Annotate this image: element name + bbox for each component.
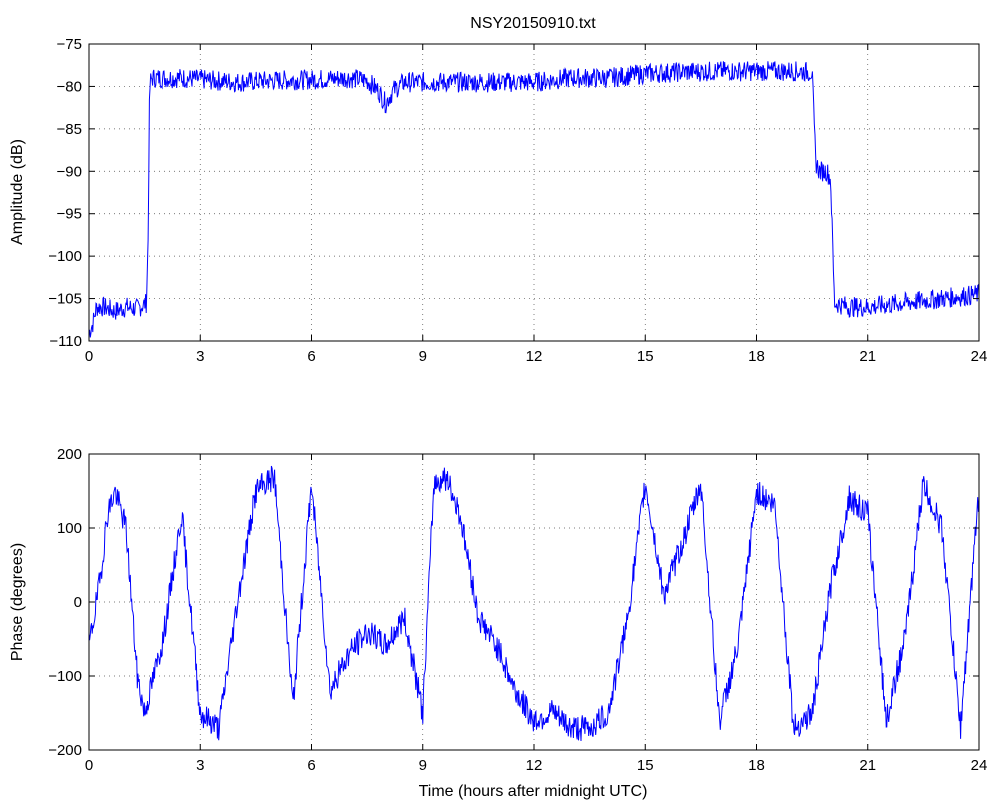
amplitude-x-tick-label: 9	[419, 348, 427, 365]
amplitude-y-tick-label: −85	[57, 121, 82, 138]
amplitude-x-tick-label: 3	[196, 348, 204, 365]
phase-ticks: 0 3 6 9 12 15 18 21 24 200 100 0 −100 −200	[48, 446, 987, 774]
phase-x-tick-label: 12	[526, 757, 543, 774]
phase-x-tick-label: 24	[971, 757, 988, 774]
phase-x-tick-label: 18	[748, 757, 765, 774]
amplitude-y-tick-label: −95	[57, 206, 82, 223]
amplitude-x-tick-label: 0	[85, 348, 93, 365]
amplitude-axes-frame	[88, 43, 980, 342]
top-chart-title: NSY20150910.txt	[470, 15, 596, 32]
phase-y-tick-label: 200	[57, 446, 82, 463]
phase-y-tick-label: 0	[74, 594, 82, 611]
amplitude-y-tick-label: −100	[48, 248, 82, 265]
phase-x-tick-label: 21	[859, 757, 876, 774]
phase-x-axis-label: Time (hours after midnight UTC)	[419, 783, 648, 800]
phase-grid	[89, 454, 979, 750]
amplitude-ticks: 0 3 6 9 12 15 18 21 24 −75 −80 −85 −90 −95 −100 −105 −11…	[48, 36, 987, 365]
phase-chart: 0 3 6 9 12 15 18 21 24 200 100 0 −100 −200 Phase (deg…	[9, 446, 987, 800]
amplitude-x-tick-label: 12	[526, 348, 543, 365]
amplitude-y-axis-label: Amplitude (dB)	[9, 139, 26, 245]
amplitude-chart: 0 3 6 9 12 15 18 21 24 −75 −80 −85 −90 −95 −100 −105 −11…	[9, 36, 987, 365]
amplitude-x-tick-label: 6	[307, 348, 315, 365]
amplitude-x-tick-label: 15	[637, 348, 654, 365]
amplitude-series-line	[88, 61, 980, 338]
amplitude-x-tick-label: 21	[859, 348, 876, 365]
phase-y-tick-label: −200	[48, 742, 82, 759]
phase-series-line	[88, 465, 980, 742]
phase-x-tick-label: 9	[419, 757, 427, 774]
phase-y-axis-label: Phase (degrees)	[9, 543, 26, 661]
amplitude-x-tick-label: 24	[971, 348, 988, 365]
phase-x-tick-label: 6	[307, 757, 315, 774]
amplitude-y-tick-label: −75	[57, 36, 82, 53]
phase-x-tick-label: 0	[85, 757, 93, 774]
amplitude-y-tick-label: −105	[48, 291, 82, 308]
amplitude-grid	[89, 44, 979, 341]
amplitude-x-tick-label: 18	[748, 348, 765, 365]
phase-y-tick-label: 100	[57, 520, 82, 537]
amplitude-y-tick-label: −110	[49, 333, 82, 350]
phase-x-tick-label: 15	[637, 757, 654, 774]
phase-y-tick-label: −100	[48, 668, 82, 685]
amplitude-y-tick-label: −80	[57, 78, 82, 95]
amplitude-y-tick-label: −90	[57, 163, 82, 180]
phase-x-tick-label: 3	[196, 757, 204, 774]
